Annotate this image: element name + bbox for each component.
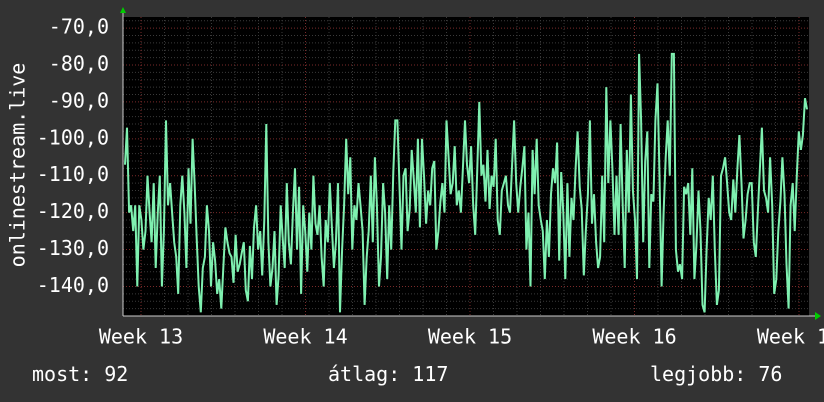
y-tick-label: -120,0 (37, 199, 109, 223)
y-axis-label: onlinestream.live (6, 63, 30, 268)
x-tick-label: Week 14 (263, 325, 347, 349)
y-axis-arrow-icon (120, 7, 126, 13)
x-tick-label: Week 17 (757, 325, 824, 349)
series-layer (124, 52, 808, 313)
x-tick-label: Week 13 (99, 325, 183, 349)
y-tick-label: -110,0 (37, 162, 109, 186)
y-tick-label: -90,0 (49, 88, 109, 112)
series-line (124, 52, 808, 313)
y-tick-labels: -70,0 -80,0 -90,0 -100,0 -110,0 -120,0 -130,0 -… (37, 15, 109, 297)
y-tick-label: -130,0 (37, 236, 109, 260)
x-tick-labels: Week 13 Week 14 Week 15 Week 16 Week 17 (99, 325, 824, 349)
y-tick-label: -70,0 (49, 15, 109, 39)
y-tick-label: -80,0 (49, 51, 109, 75)
y-tick-label: -140,0 (37, 273, 109, 297)
y-tick-label: -100,0 (37, 125, 109, 149)
axes (120, 7, 821, 320)
x-tick-label: Week 15 (428, 325, 512, 349)
stat-best: legjobb: 76 (650, 362, 783, 386)
stat-current: most: 92 (32, 362, 129, 386)
x-tick-label: Week 16 (592, 325, 676, 349)
stat-average: átlag: 117 (328, 362, 449, 386)
x-axis-arrow-icon (815, 312, 821, 320)
